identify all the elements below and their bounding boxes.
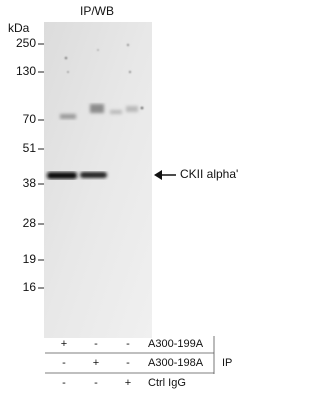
marker-label: 51 [23, 141, 37, 155]
marker-ladder: 250 130 70 51 38 28 19 16 [16, 36, 44, 294]
band-label: CKII alpha' [180, 167, 238, 181]
lane-sign: + [93, 357, 99, 369]
blot-title: IP/WB [80, 4, 114, 18]
lane-sign: + [61, 338, 67, 350]
lane-sign: - [62, 377, 66, 389]
marker-label: 19 [23, 252, 37, 266]
marker-label: 250 [16, 36, 36, 50]
band-arrow [154, 170, 176, 180]
marker-label: 70 [23, 112, 37, 126]
row-label: A300-199A [148, 338, 204, 350]
nonspecific-bands [60, 104, 138, 119]
lane-sign: - [94, 377, 98, 389]
row-label: A300-198A [148, 357, 204, 369]
ip-label: IP [222, 357, 232, 369]
marker-label: 130 [16, 64, 36, 78]
blot-figure: 250 130 70 51 38 28 19 16 IP/WB kDa CKII alpha'… [8, 4, 238, 389]
lane-sign: + [125, 377, 131, 389]
target-bands [47, 172, 107, 179]
marker-label: 16 [23, 280, 37, 294]
background-specks [64, 43, 144, 110]
membrane [44, 22, 152, 338]
marker-label: 38 [23, 176, 37, 190]
marker-label: 28 [23, 216, 37, 230]
lane-sign: - [62, 357, 66, 369]
unit-label: kDa [8, 21, 30, 35]
row-label: Ctrl IgG [148, 377, 186, 389]
lane-table: + - - A300-199A - + - A300-198A - - + Ctrl IgG [45, 336, 215, 389]
lane-sign: - [126, 338, 130, 350]
page: 250 130 70 51 38 28 19 16 IP/WB kDa CKII alpha'… [8, 4, 239, 389]
lane-sign: - [94, 338, 98, 350]
lane-sign: - [126, 357, 130, 369]
